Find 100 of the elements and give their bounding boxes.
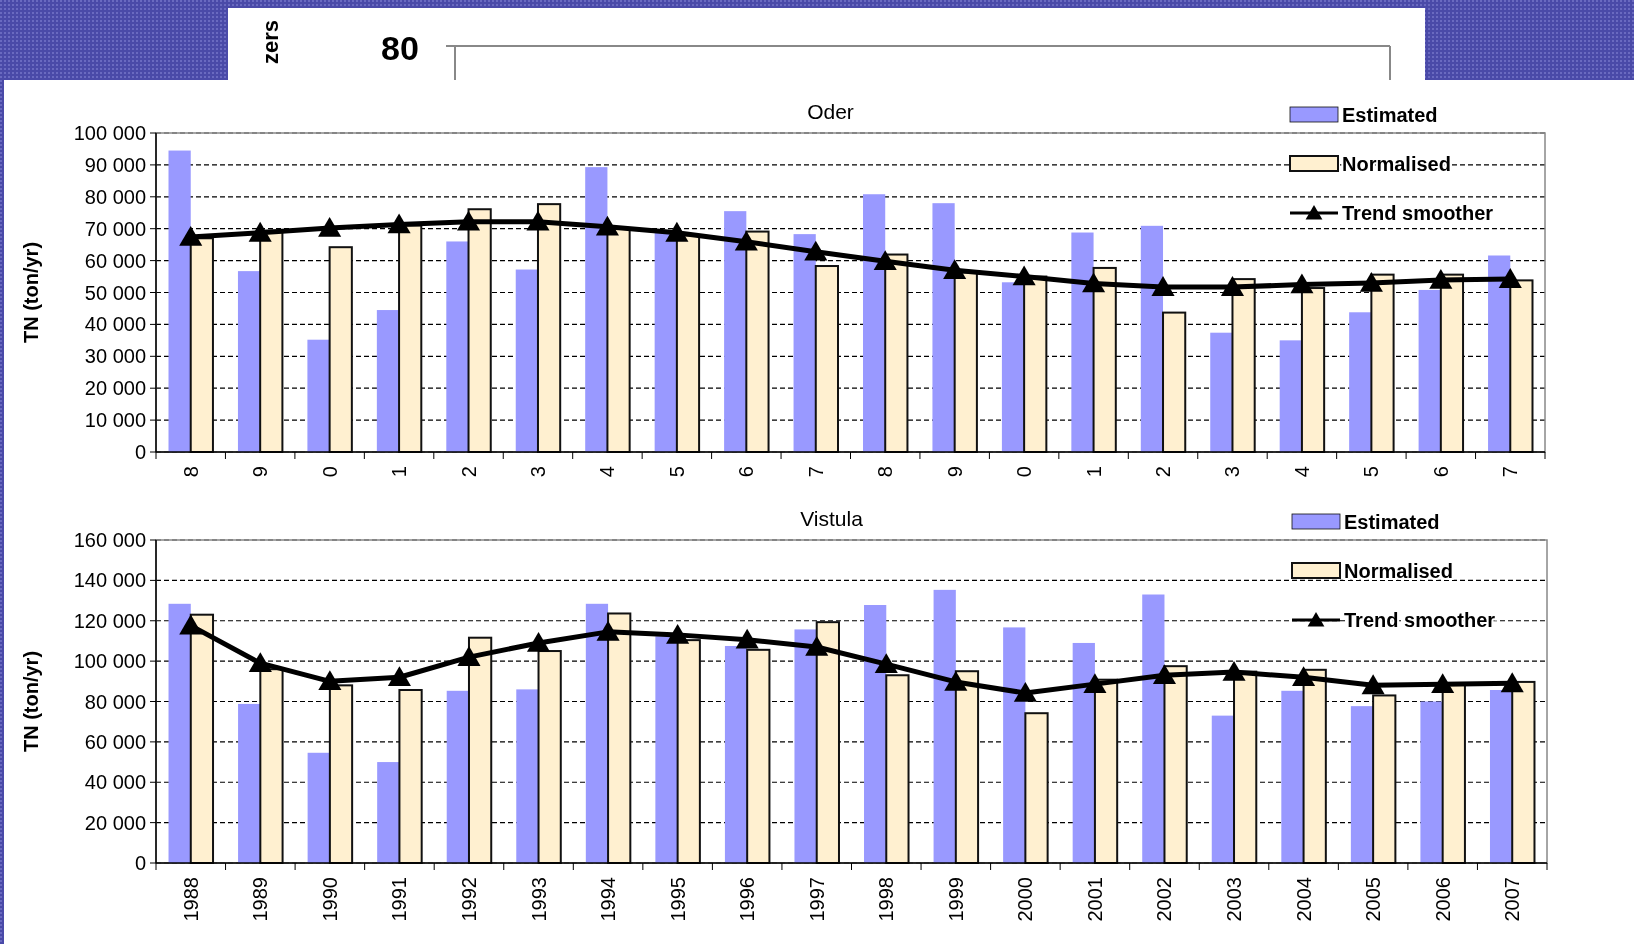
point — [665, 221, 689, 242]
bar — [307, 752, 330, 863]
bar — [675, 234, 701, 453]
bar — [398, 224, 423, 453]
bar — [885, 674, 910, 864]
bar — [467, 208, 492, 453]
bar — [933, 589, 956, 863]
x-tick-label: 7 — [804, 466, 827, 478]
point — [1222, 661, 1246, 681]
bar — [1211, 715, 1235, 863]
x-tick-label: 1993 — [527, 877, 550, 922]
point — [943, 259, 967, 279]
bar — [814, 265, 839, 453]
chart-title: Oder — [807, 100, 854, 123]
point — [387, 213, 411, 234]
x-tick-label: 1992 — [457, 877, 480, 922]
bar — [1142, 594, 1165, 863]
y-tick-label: 30 000 — [84, 345, 146, 368]
bar — [376, 310, 400, 452]
x-tick-label: 2005 — [1362, 877, 1385, 922]
bar — [168, 603, 191, 863]
bar — [1210, 332, 1233, 452]
bar — [168, 150, 191, 452]
y-tick-label: 90 000 — [84, 153, 146, 176]
bar — [1511, 680, 1536, 864]
x-tick-label: 7 — [1499, 466, 1522, 478]
point — [1292, 666, 1316, 687]
bar — [1370, 273, 1395, 453]
x-tick-label: 0 — [1013, 466, 1036, 478]
point — [526, 631, 551, 652]
bar — [1349, 312, 1372, 452]
x-tick-label: 2 — [457, 466, 480, 478]
point — [734, 230, 758, 251]
bar — [1420, 701, 1443, 863]
bar — [537, 650, 562, 864]
x-tick-label: 2006 — [1431, 877, 1454, 922]
point — [1500, 672, 1524, 693]
point — [1359, 271, 1383, 292]
x-tick-label: 1 — [388, 466, 411, 478]
bar — [1279, 340, 1302, 452]
bar — [1140, 225, 1164, 452]
point — [318, 670, 342, 691]
bar — [1281, 690, 1304, 863]
bar — [863, 194, 886, 452]
x-tick-label: 2000 — [1014, 877, 1037, 922]
point — [1012, 265, 1036, 286]
x-tick-label: 3 — [526, 466, 549, 478]
point — [526, 210, 550, 231]
x-tick-label: 6 — [735, 466, 758, 478]
point — [1290, 273, 1314, 294]
bar — [864, 605, 887, 863]
x-tick-label: 9 — [249, 466, 272, 478]
bar — [1441, 683, 1466, 864]
x-tick-label: 4 — [596, 466, 619, 478]
y-tick-label: 120 000 — [73, 609, 146, 632]
point — [944, 670, 968, 691]
point — [248, 652, 272, 672]
x-tick-label: 9 — [943, 466, 966, 478]
x-tick-label: 1988 — [179, 877, 202, 922]
bar — [815, 621, 840, 864]
bar — [954, 670, 980, 864]
y-tick-label: 100 000 — [73, 650, 146, 673]
point — [318, 217, 342, 237]
x-tick-label: 2002 — [1153, 877, 1176, 922]
bar — [1003, 627, 1026, 863]
y-tick-label: 10 000 — [84, 409, 146, 432]
x-tick-label: 8 — [874, 466, 897, 478]
point — [1083, 673, 1107, 693]
y-tick-label: 20 000 — [84, 811, 146, 834]
bar — [446, 241, 469, 452]
bar — [1372, 694, 1397, 864]
point — [1082, 272, 1106, 293]
point — [874, 653, 898, 673]
legend-label: Normalised — [1344, 560, 1453, 582]
x-tick-label: 8 — [179, 466, 202, 478]
x-tick-label: 5 — [1360, 466, 1383, 478]
bar — [932, 203, 955, 452]
bar — [884, 253, 909, 453]
point — [1151, 276, 1175, 296]
y-tick-label: 40 000 — [84, 313, 146, 336]
bar — [953, 271, 978, 453]
y-axis-title: TN (ton/yr) — [20, 650, 42, 753]
text: 80 — [381, 29, 419, 67]
point — [179, 614, 203, 635]
x-tick-label: 1990 — [318, 877, 341, 922]
y-tick-label: 60 000 — [84, 730, 146, 753]
x-tick-label: 3 — [1221, 466, 1244, 478]
bar — [1350, 706, 1374, 863]
bar — [238, 703, 261, 863]
bar — [467, 636, 493, 864]
bar — [1071, 232, 1094, 452]
bar — [1302, 668, 1327, 864]
bar — [1509, 279, 1534, 453]
x-tick-label: 4 — [1290, 466, 1313, 478]
x-tick-label: 2001 — [1083, 877, 1106, 922]
x-tick-label: 1994 — [597, 877, 620, 922]
x-tick-label: 2003 — [1223, 877, 1246, 922]
y-tick-label: 70 000 — [84, 217, 146, 240]
y-tick-label: 160 000 — [73, 529, 146, 551]
y-tick-label: 140 000 — [73, 569, 146, 592]
